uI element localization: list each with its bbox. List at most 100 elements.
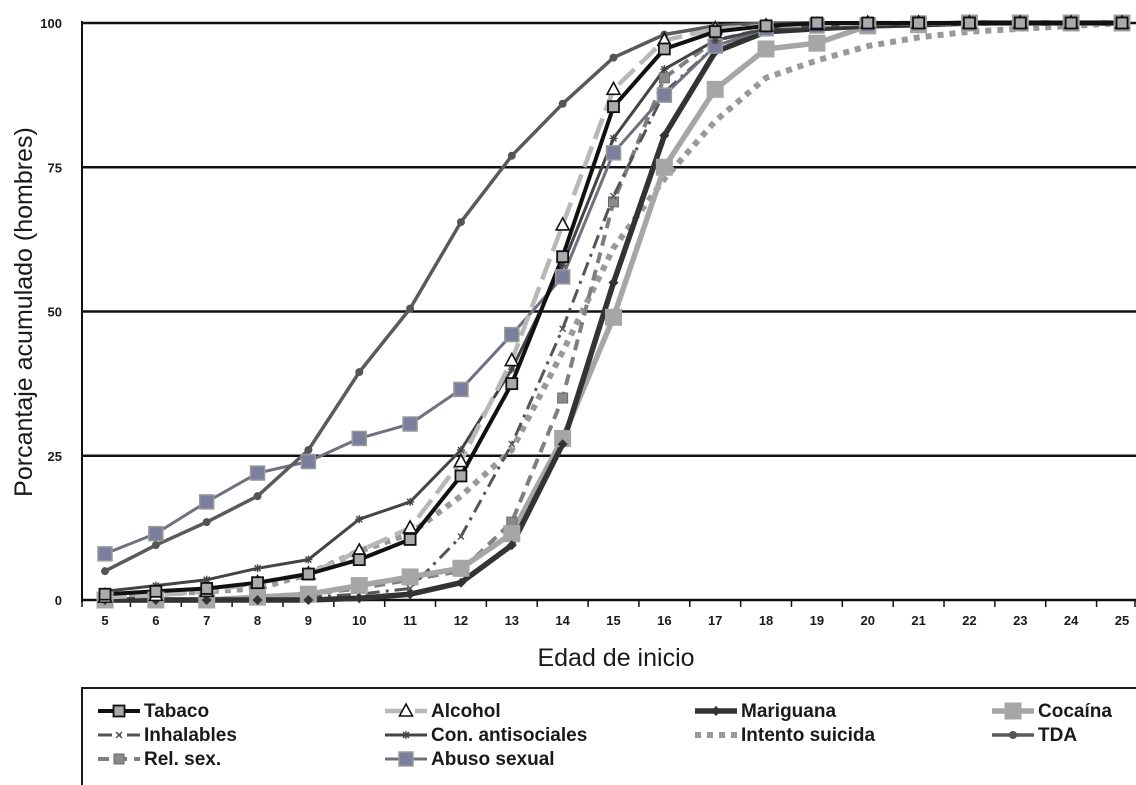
data-point-abuso-sexual [504,326,520,343]
data-point-tda [355,368,364,377]
data-point-tabaco [861,16,875,30]
data-point-inhalables [457,532,465,541]
data-point-abuso-sexual [554,269,571,285]
data-point-abuso-sexual [605,145,622,161]
x-tick-label-19: 19 [810,613,824,628]
x-tick-label-9: 9 [305,613,312,628]
y-tick-label-100: 100 [40,16,62,31]
data-point-abuso-sexual [148,525,164,542]
data-point-rel-sex [608,196,619,208]
x-tick-label-6: 6 [152,613,159,628]
legend-item-coca-na: Cocaína [992,701,1112,722]
data-point-abuso-sexual [656,87,673,103]
data-point-inhalables [559,325,567,333]
data-point-alcohol [402,519,418,534]
legend-item-con-antisociales: Con. antisociales [385,725,587,746]
data-point-con-antisociales [711,36,720,45]
data-point-tabaco [505,377,519,391]
x-axis-title: Edad de inicio [537,644,694,672]
data-point-coca-na [757,40,775,58]
data-point-con-antisociales [558,261,567,270]
data-point-tda [202,518,211,527]
legend-label-rel-sex: Rel. sex. [144,749,221,770]
data-point-tabaco [352,553,366,567]
legend-label-tabaco: Tabaco [144,701,209,722]
data-point-mariguana [252,595,263,605]
legend: Tabaco Alcohol Mariguana Cocaína Inhalables C… [98,701,1112,770]
data-point-con-antisociales [253,564,262,573]
data-point-con-antisociales [609,134,618,143]
x-tick-label-21: 21 [911,613,925,628]
data-point-tda [304,445,313,454]
legend-item-intento-suicida: Intento suicida [695,725,876,746]
x-tick-label-23: 23 [1013,613,1027,628]
data-point-coca-na [401,568,419,586]
legend-box [81,687,1136,785]
x-tick-label-8: 8 [254,613,261,628]
data-point-con-antisociales [202,575,211,584]
x-tick-label-11: 11 [403,613,417,628]
x-tick-label-15: 15 [606,613,620,628]
data-point-mariguana [201,595,212,605]
data-point-tabaco [1115,16,1129,30]
data-point-abuso-sexual [198,494,215,510]
data-point-tabaco [301,567,315,581]
data-point-tda [406,304,415,313]
y-tick-label-25: 25 [48,449,62,464]
y-tick-labels: 0 25 50 75 100 [40,16,62,608]
data-point-con-antisociales [660,65,669,74]
data-point-coca-na [350,577,368,595]
data-point-rel-sex [557,392,569,404]
data-point-tabaco [1064,16,1078,30]
data-point-tda [151,541,160,550]
data-point-tda [507,151,516,160]
legend-label-coca-na: Cocaína [1038,701,1112,722]
data-point-tabaco [251,576,264,590]
legend-marker-tda [1009,731,1017,739]
y-tick-label-50: 50 [48,305,62,320]
data-point-alcohol [453,452,469,468]
data-point-abuso-sexual [249,465,266,481]
data-point-tabaco [759,19,773,33]
data-point-tda [558,99,567,108]
data-point-alcohol [503,351,520,367]
y-tick-label-75: 75 [48,160,62,175]
legend-marker-coca-na [1004,702,1022,720]
data-point-rel-sex [658,72,670,84]
data-point-alcohol [554,216,571,231]
data-point-mariguana [354,593,365,604]
legend-marker-abuso-sexual [398,751,414,767]
legend-label-mariguana: Mariguana [741,701,836,722]
series-markers-tabaco [98,16,1129,601]
data-point-con-antisociales [406,497,415,506]
x-tick-label-16: 16 [657,613,671,628]
data-point-coca-na [655,158,673,176]
y-tick-label-0: 0 [55,593,62,608]
data-point-mariguana [659,130,670,141]
data-point-mariguana [557,439,568,450]
x-tick-label-24: 24 [1064,613,1079,628]
legend-item-tabaco: Tabaco [98,701,209,722]
data-point-mariguana [506,540,517,551]
data-point-tabaco [200,582,214,595]
data-point-coca-na [605,308,622,326]
legend-label-inhalables: Inhalables [144,725,237,746]
series-markers [96,14,1131,609]
data-point-tabaco [657,42,671,56]
data-point-con-antisociales [304,555,313,564]
data-point-tabaco [149,584,163,598]
data-point-abuso-sexual [97,546,113,562]
data-point-con-antisociales [456,445,465,454]
x-tick-label-17: 17 [708,613,722,628]
data-point-abuso-sexual [300,453,317,470]
data-point-tabaco [607,100,620,114]
data-point-coca-na [808,34,826,52]
legend-marker-inhalables [115,731,123,739]
x-tick-label-18: 18 [759,613,773,628]
data-point-coca-na [706,80,724,98]
data-point-tabaco [403,533,417,546]
legend-label-intento-suicida: Intento suicida [741,725,876,746]
gridlines [82,21,1136,457]
data-point-con-antisociales [507,365,516,374]
